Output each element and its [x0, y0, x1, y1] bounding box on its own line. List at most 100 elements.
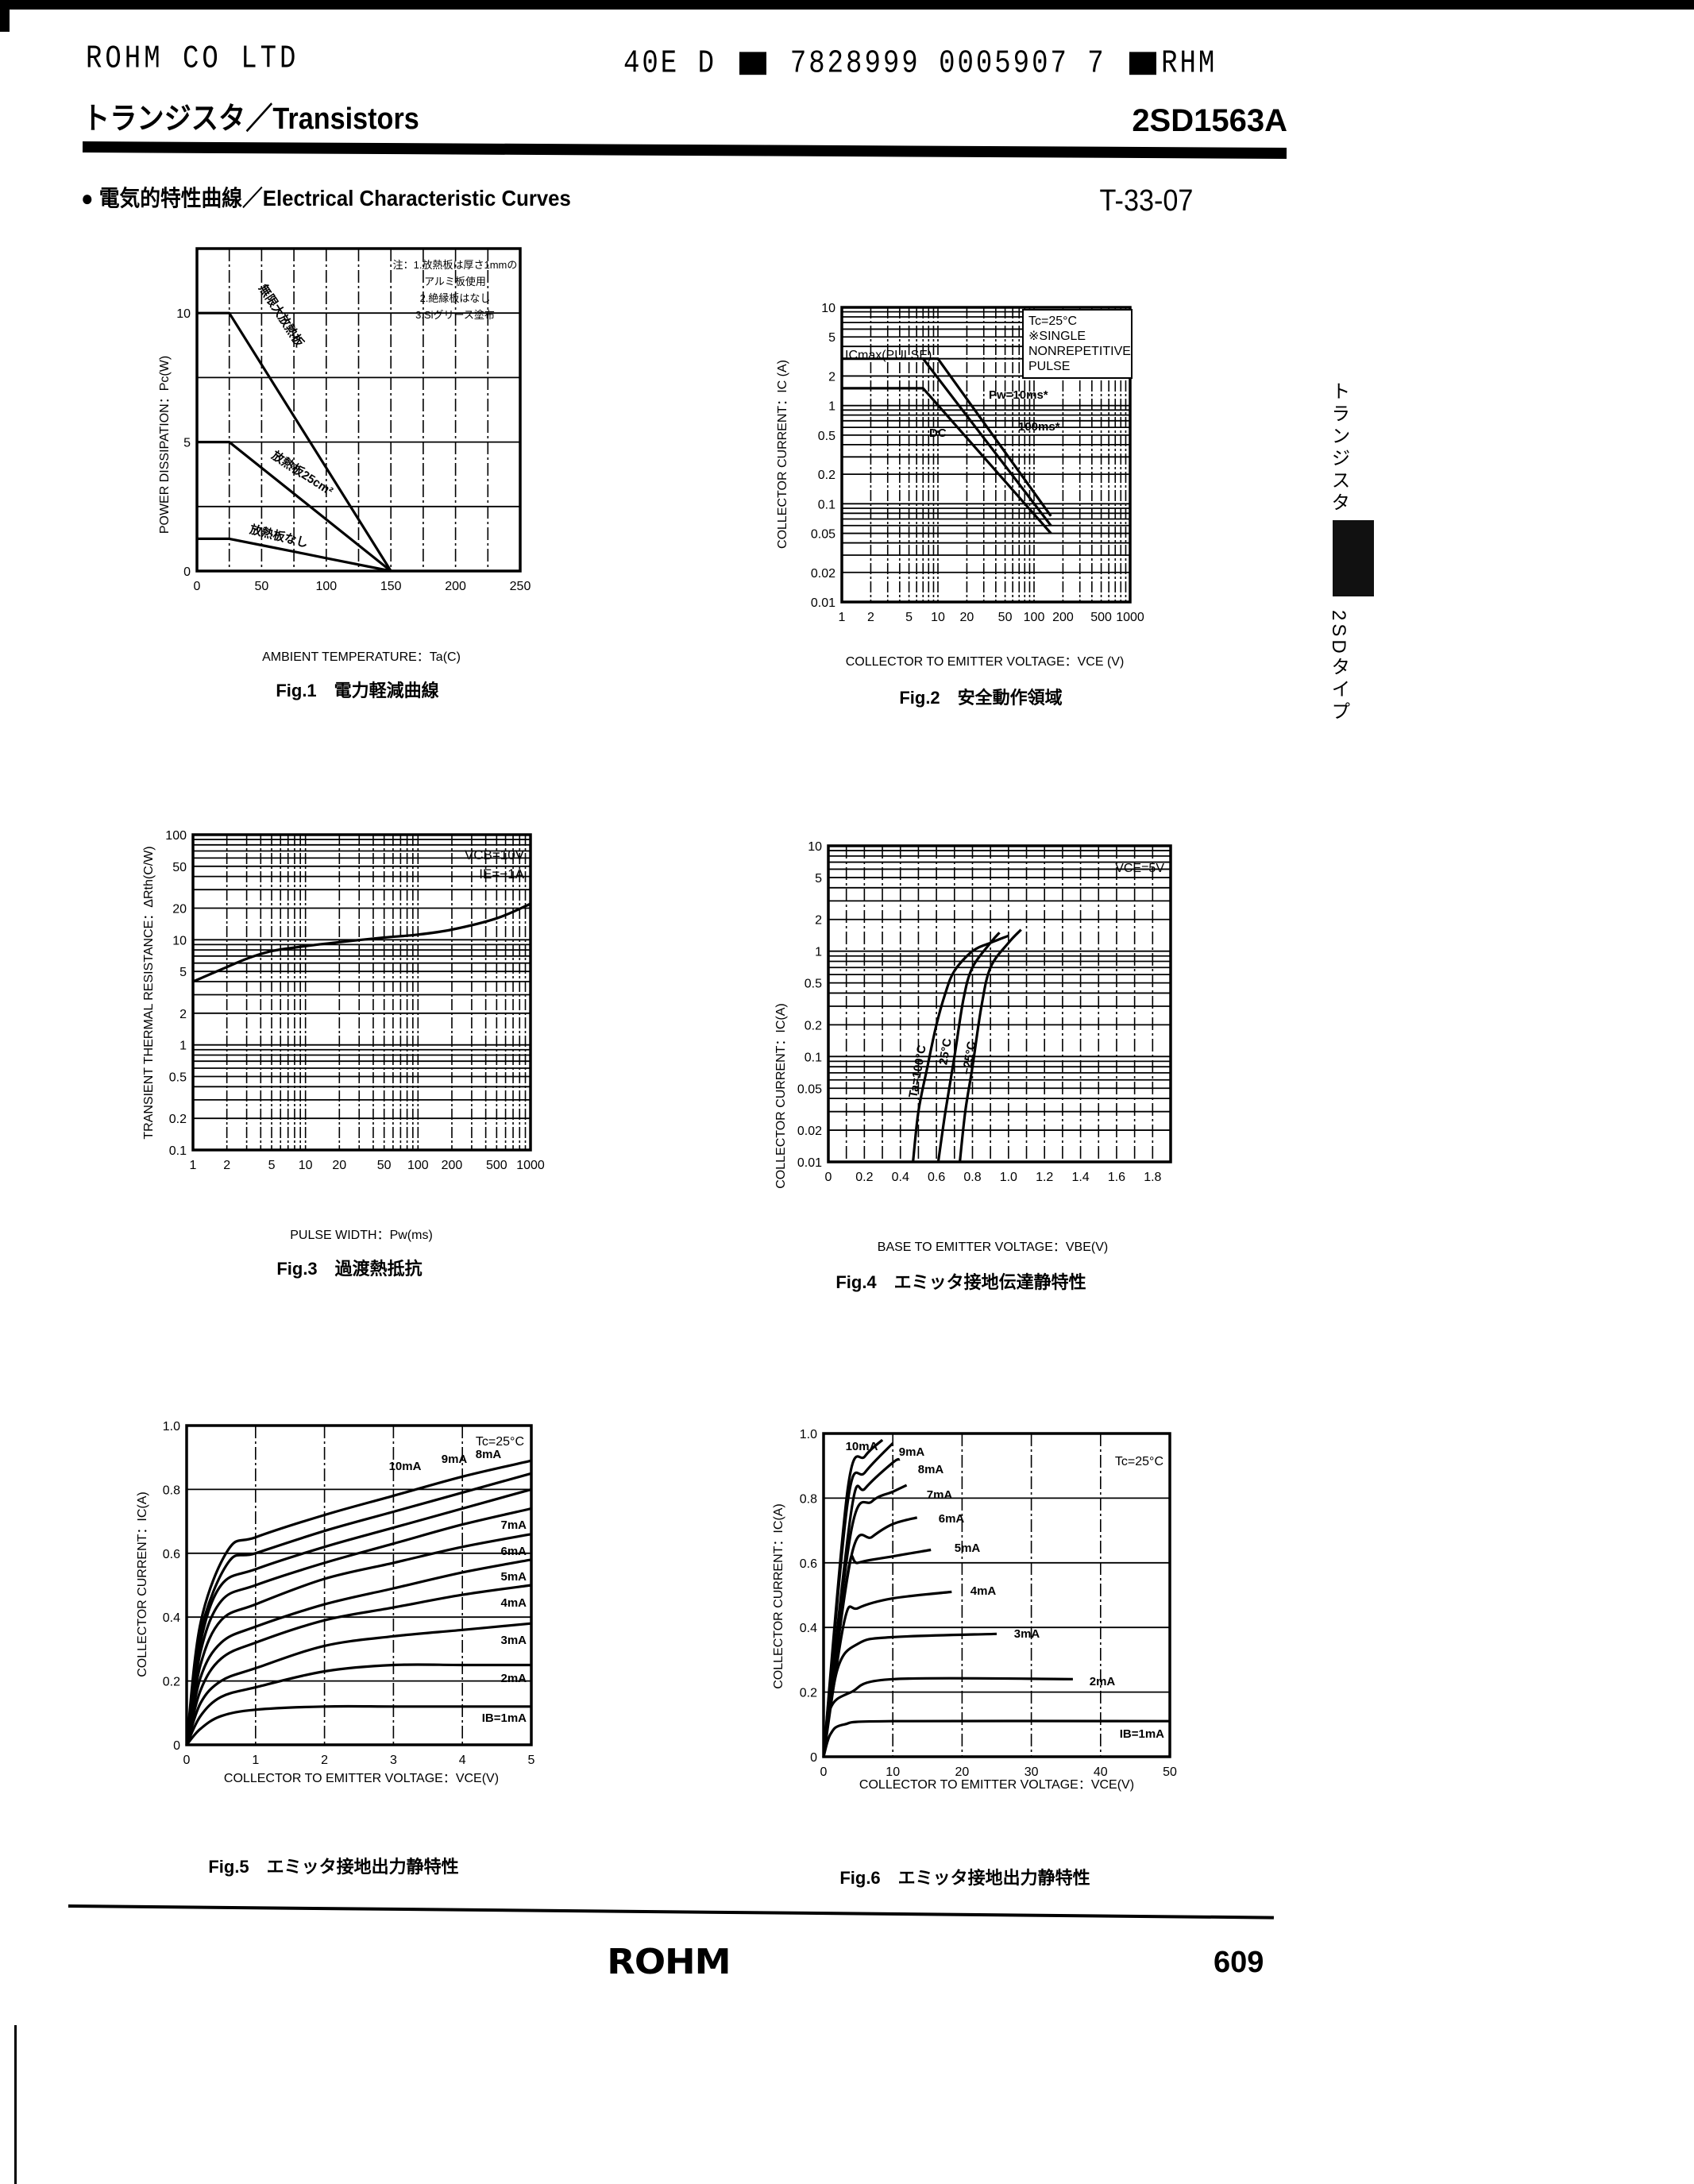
series-label: Pw=10ms* [989, 388, 1048, 402]
chart-annotation: ICmax(PULSE) [845, 349, 932, 362]
scan-top-border [0, 0, 1694, 10]
y-axis-label: POWER DISSIPATION：Pc(W) [158, 356, 172, 534]
x-tick-label: 10 [931, 611, 945, 624]
y-tick-label: 0.8 [163, 1484, 180, 1497]
series-label: 2mA [1090, 1675, 1116, 1688]
chart-annotation: IE=−1A [479, 866, 524, 882]
side-tab-bottom: 2SDタイプ [1328, 610, 1349, 723]
series-curve [185, 1507, 532, 1746]
x-tick-label: 2 [223, 1159, 230, 1172]
x-axis-label: PULSE WIDTH：Pw(ms) [290, 1229, 433, 1242]
code-numbers: 7828999 0005907 7 [789, 46, 1106, 83]
y-tick-label: 1.0 [163, 1420, 180, 1433]
y-tick-label: 0.8 [800, 1492, 817, 1506]
series-curve [197, 311, 392, 572]
y-axis-label: COLLECTOR CURRENT：IC(A) [136, 1491, 149, 1677]
scan-corner-mark [0, 8, 10, 32]
barcode-mark-icon [1129, 52, 1157, 75]
x-tick-label: 500 [486, 1159, 507, 1172]
figure-caption: Fig.5 エミッタ接地出力静特性 [208, 1857, 458, 1877]
figure-caption: Fig.3 過渡熱抵抗 [276, 1259, 422, 1279]
series-label: 10mA [846, 1440, 878, 1453]
y-axis-label: COLLECTOR CURRENT：IC (A) [776, 360, 789, 549]
series-label: 3mA [500, 1634, 527, 1647]
x-tick-label: 0.6 [928, 1171, 945, 1184]
x-tick-label: 1 [190, 1159, 197, 1172]
y-tick-label: 10 [821, 302, 835, 315]
series-label: 9mA [442, 1453, 468, 1466]
y-axis-label: TRANSIENT THERMAL RESISTANCE：ΔRth(C/W) [142, 846, 156, 1139]
y-tick-label: 0.05 [797, 1082, 822, 1096]
x-tick-label: 0 [825, 1171, 832, 1184]
y-tick-label: 0.2 [805, 1019, 822, 1032]
y-tick-label: 2 [828, 370, 835, 384]
y-tick-label: 1 [179, 1040, 187, 1053]
y-axis-label: COLLECTOR CURRENT：IC(A) [772, 1503, 785, 1689]
x-tick-label: 50 [998, 611, 1013, 624]
series-label: 4mA [970, 1584, 997, 1598]
x-tick-label: 0.8 [963, 1171, 981, 1184]
series-label: 8mA [476, 1448, 502, 1461]
y-tick-label: 0.1 [805, 1051, 822, 1064]
y-tick-label: 0.01 [797, 1156, 822, 1170]
x-tick-label: 100 [1024, 611, 1045, 624]
y-tick-label: 0.4 [800, 1622, 817, 1635]
page-number: 609 [1214, 1946, 1264, 1979]
plot-frame [195, 247, 522, 573]
x-tick-label: 250 [510, 580, 531, 593]
x-axis-label: COLLECTOR TO EMITTER VOLTAGE：VCE(V) [859, 1778, 1134, 1792]
y-tick-label: 5 [815, 872, 822, 886]
y-tick-label: 20 [172, 902, 187, 916]
t-code: T-33-07 [1099, 184, 1194, 218]
company-name: ROHM CO LTD [86, 41, 299, 78]
series-curve [822, 1457, 901, 1758]
series-curve [842, 357, 1052, 517]
series-label: 4mA [500, 1596, 527, 1610]
y-tick-label: 0.2 [818, 469, 835, 482]
series-curve [185, 1459, 532, 1746]
plot-frame [840, 306, 1132, 604]
x-tick-label: 5 [528, 1754, 535, 1767]
y-tick-label: 10 [808, 840, 822, 854]
y-tick-label: 2 [179, 1008, 187, 1021]
chart-annotation: ※SINGLE [1028, 330, 1086, 343]
y-tick-label: 5 [183, 437, 191, 450]
figure-caption: Fig.4 エミッタ接地伝達静特性 [835, 1272, 1086, 1292]
x-tick-label: 0 [183, 1754, 191, 1767]
y-tick-label: 0.1 [818, 498, 835, 511]
series-curve [185, 1663, 531, 1746]
chart-annotation: 3.Siグリース塗布 [415, 309, 495, 321]
x-tick-label: 0.2 [855, 1171, 873, 1184]
x-tick-label: 3 [390, 1754, 397, 1767]
figure-caption: Fig.6 エミッタ接地出力静特性 [839, 1868, 1090, 1888]
series-curve [185, 1533, 532, 1746]
y-tick-label: 50 [172, 861, 187, 874]
series-curve [822, 1632, 997, 1758]
y-tick-label: 5 [828, 331, 835, 345]
chart-annotation: アルミ板使用 [424, 276, 486, 287]
document-code: 40E D 7828999 0005907 7 RHM [623, 46, 1217, 83]
y-tick-label: 1 [815, 946, 822, 959]
figure-caption: Fig.1 電力軽減曲線 [276, 681, 438, 700]
subheading: ● 電気的特性曲線／Electrical Characteristic Curv… [81, 186, 571, 210]
series-label: 5mA [955, 1542, 981, 1555]
series-curve [185, 1622, 532, 1746]
series-label: 5mA [500, 1570, 527, 1584]
x-axis-label: BASE TO EMITTER VOLTAGE：VBE(V) [878, 1241, 1108, 1254]
plot-frame [822, 1432, 1171, 1758]
series-curve [185, 1704, 531, 1746]
part-number: 2SD1563A [1132, 103, 1287, 138]
x-tick-label: 100 [315, 580, 337, 593]
series-curve [185, 1472, 532, 1746]
chart-annotation: Tc=25°C [1115, 1455, 1163, 1468]
y-tick-label: 0.5 [805, 978, 822, 991]
x-tick-label: 1.2 [1036, 1171, 1053, 1184]
chart-annotation: PULSE [1028, 360, 1070, 373]
series-curve [922, 357, 1052, 527]
series-curve [185, 1558, 532, 1746]
x-tick-label: 50 [377, 1159, 392, 1172]
x-axis-label: AMBIENT TEMPERATURE：Ta(C) [262, 650, 461, 664]
chart-annotation: Tc=25°C [476, 1435, 524, 1449]
series-label: 25°C [936, 1037, 955, 1066]
y-tick-label: 0.02 [811, 567, 835, 581]
